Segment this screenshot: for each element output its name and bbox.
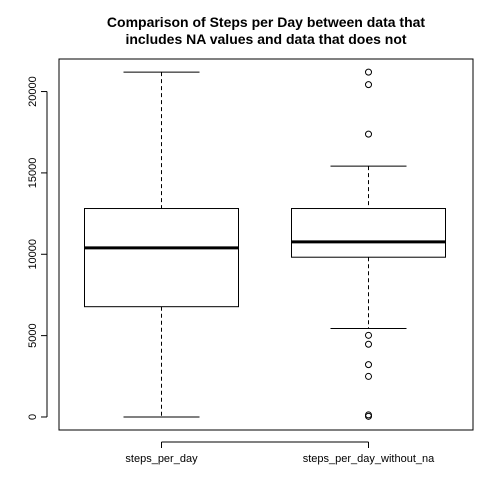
y-tick-label: 0	[27, 414, 39, 420]
outlier-point	[365, 81, 372, 89]
outlier-point	[365, 340, 372, 348]
y-tick-label: 15000	[27, 158, 39, 189]
outlier-point	[365, 130, 372, 138]
y-tick-label: 20000	[27, 76, 39, 107]
chart-title-line-1: Comparison of Steps per Day between data…	[107, 14, 426, 30]
x-axis: steps_per_day steps_per_day_without_na	[125, 441, 435, 465]
outlier-point	[365, 331, 372, 339]
outlier-point	[365, 372, 372, 380]
boxes-layer	[84, 68, 446, 420]
y-tick-label: 5000	[27, 323, 39, 347]
box-steps_per_day	[84, 71, 239, 418]
outlier-point	[365, 68, 372, 76]
y-tick-label: 10000	[27, 239, 39, 270]
box-steps_per_day_without_na	[291, 68, 446, 420]
iqr-box	[291, 208, 446, 258]
plot-frame	[58, 58, 474, 431]
iqr-box	[84, 208, 239, 308]
outlier-point	[365, 361, 372, 369]
y-axis: 0 5000 10000 15000 20000	[27, 76, 48, 420]
x-tick-label: steps_per_day_without_na	[303, 453, 435, 465]
outlier-point	[365, 411, 372, 419]
chart-title-line-2: includes NA values and data that does no…	[125, 31, 406, 47]
x-tick-label: steps_per_day	[125, 453, 198, 465]
